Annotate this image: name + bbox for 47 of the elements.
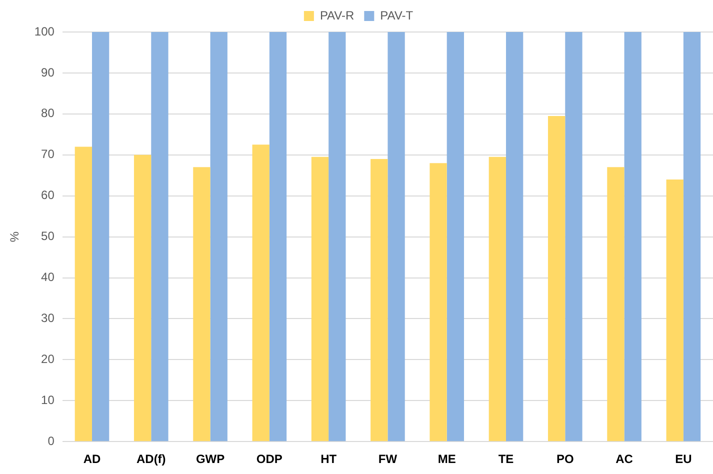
x-tick-label: EU <box>675 452 692 466</box>
y-tick-label: 60 <box>41 188 55 202</box>
x-tick-label: AC <box>616 452 634 466</box>
bar <box>193 167 210 442</box>
bar <box>607 167 624 442</box>
x-tick-label: FW <box>378 452 398 466</box>
y-tick-label: 30 <box>41 311 55 326</box>
bar <box>565 32 582 442</box>
bar <box>311 156 329 442</box>
bar <box>388 32 405 442</box>
bar <box>74 146 92 442</box>
bar <box>269 32 287 442</box>
legend-label: PAV-T <box>380 8 414 22</box>
y-tick-label: 80 <box>41 106 55 120</box>
x-tick-label: HT <box>320 452 338 466</box>
y-tick-label: 20 <box>41 352 55 366</box>
legend-label: PAV-R <box>320 8 354 22</box>
y-tick-label: 90 <box>41 65 55 80</box>
bar <box>446 32 464 442</box>
x-tick-label: TE <box>498 452 514 466</box>
bar <box>488 156 506 442</box>
bar <box>430 163 447 442</box>
bar <box>370 158 388 442</box>
x-tick-label: ME <box>438 452 456 466</box>
bar <box>151 32 168 442</box>
x-tick-label: AD(f) <box>136 452 166 466</box>
x-tick-label: PO <box>556 452 574 466</box>
y-tick-label: 50 <box>41 229 55 244</box>
bar <box>548 116 566 442</box>
y-tick-label: 0 <box>48 434 55 448</box>
x-tick-label: AD <box>83 452 101 466</box>
bar <box>328 32 346 442</box>
y-tick-label: 10 <box>41 392 55 407</box>
bar <box>666 179 684 442</box>
y-axis-title: % <box>8 231 22 242</box>
bar <box>683 32 701 442</box>
bar <box>210 32 228 442</box>
bar <box>134 154 152 442</box>
x-tick-label: GWP <box>196 452 225 466</box>
x-tick-label: ODP <box>256 452 282 466</box>
bar <box>252 144 270 442</box>
y-tick-label: 40 <box>41 270 55 284</box>
bar <box>506 32 524 442</box>
bar <box>624 32 642 442</box>
y-tick-label: 100 <box>34 24 55 38</box>
bar <box>92 32 110 442</box>
y-tick-label: 70 <box>41 147 55 162</box>
